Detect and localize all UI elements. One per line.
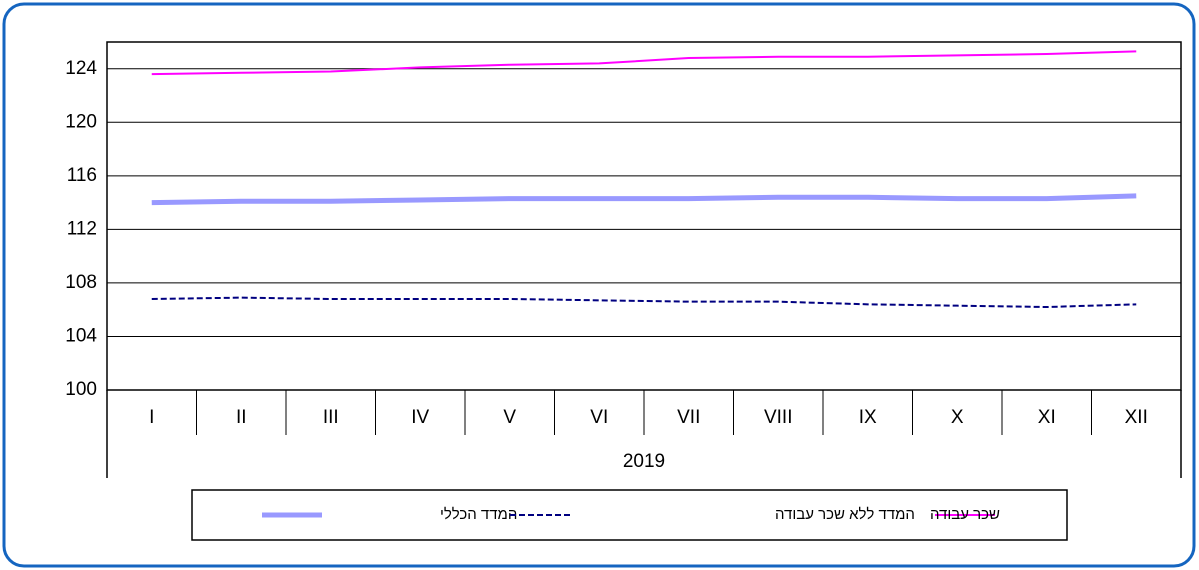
series-line [151,296,1137,309]
x-tick-label: X [951,407,964,428]
legend-label: המדד הכללי [440,506,517,523]
legend-box [191,489,1068,541]
y-tick-label: 120 [65,111,97,132]
x-group-label: 2019 [623,451,665,472]
legend-label: שכר עבודה [930,506,1000,523]
y-tick-label: 124 [65,58,97,79]
x-tick-label: XII [1125,407,1148,428]
x-tick-label: IV [411,407,429,428]
x-tick-label: I [149,407,154,428]
x-tick-label: V [503,407,516,428]
x-tick-label: II [236,407,247,428]
y-tick-label: 112 [67,218,97,239]
x-tick-label: IX [859,407,877,428]
x-tick-label: VI [590,407,608,428]
series-line [151,193,1137,206]
y-tick-label: 108 [65,272,97,293]
x-tick-label: III [323,407,339,428]
legend-label: המדד ללא שכר עבודה [775,506,915,523]
x-tick-label: VII [677,407,700,428]
x-tick-label: VIII [764,407,793,428]
y-tick-label: 100 [65,379,97,400]
series-line [151,50,1137,76]
y-tick-label: 104 [65,325,97,346]
y-tick-label: 116 [67,165,97,186]
x-tick-label: XI [1038,407,1056,428]
